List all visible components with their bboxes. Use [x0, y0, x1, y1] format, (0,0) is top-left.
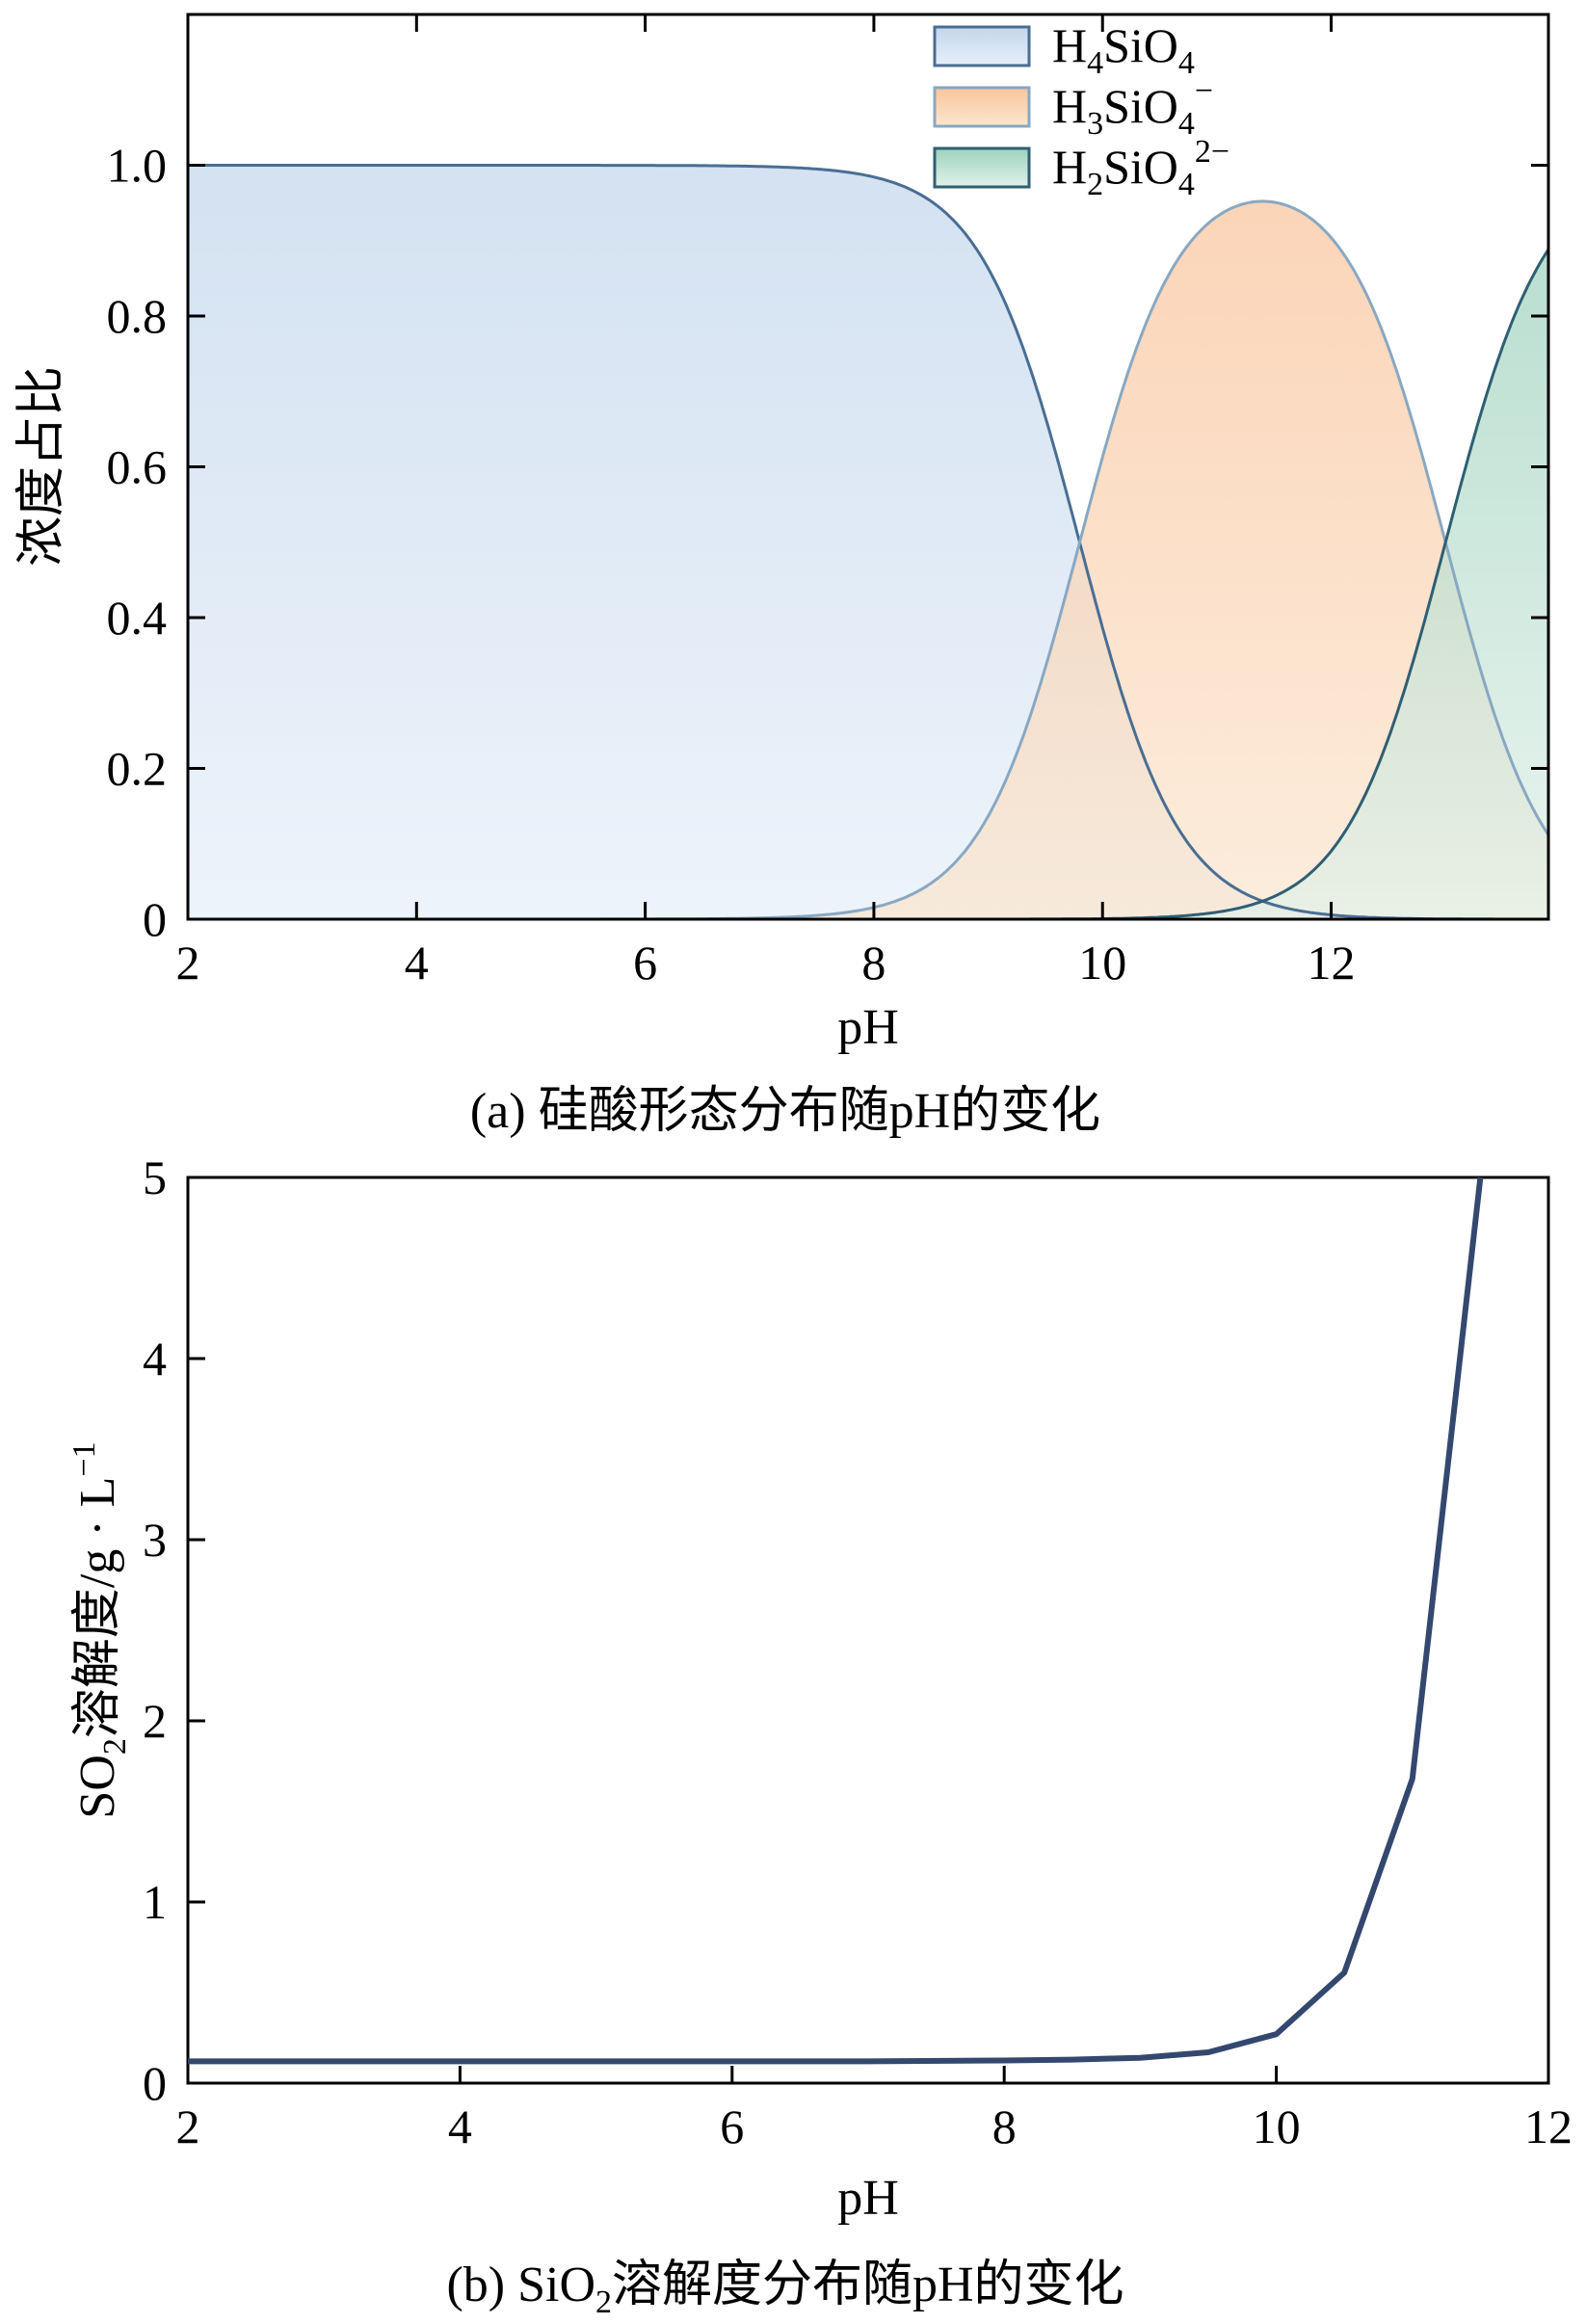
y-tick-label: 0.4: [107, 591, 168, 645]
y-tick-label: 2: [143, 1694, 167, 1748]
panel-a-x-axis-title: pH: [837, 1000, 899, 1055]
legend-label-h2sio4: H2SiO42−: [1052, 134, 1229, 202]
area-h2sio4: [188, 250, 1548, 919]
panel-b-plot-frame: [186, 1175, 1550, 2085]
legend-swatch-h2sio4: [933, 146, 1031, 189]
panel-b-y-axis-title-part-a: SO: [70, 1755, 125, 1818]
x-tick-label: 4: [448, 2100, 472, 2153]
panel-b-lines: [188, 1176, 1484, 2065]
x-tick-label: 10: [1078, 936, 1126, 990]
x-tick-label: 6: [633, 936, 657, 990]
panel-b-x-axis-title: pH: [837, 2171, 899, 2226]
solubility-line: [188, 1176, 1484, 2065]
panel-b-y-axis-title: SO2溶解度/g · L−1: [66, 1441, 133, 1818]
x-tick-label: 4: [405, 936, 429, 990]
y-tick-label: 0.8: [107, 289, 168, 343]
legend-swatch-h4sio4: [933, 25, 1031, 67]
panel-a-ticks: 2 4 6 8 10 12 0 0.2 0.4 0.6 0.8 1.0: [107, 14, 1548, 990]
panel-b-y-axis-title-sup: −1: [66, 1441, 102, 1476]
x-tick-label: 12: [1524, 2100, 1573, 2153]
panel-b-y-axis-title-part-b: 溶解度/g · L: [70, 1477, 125, 1739]
legend-label-h4sio4: H4SiO4: [1052, 18, 1195, 81]
legend-label-h3sio4: H3SiO4−: [1052, 73, 1213, 142]
panel-a-caption: (a) 硅酸形态分布随pH的变化: [470, 1084, 1100, 1139]
line-h4sio4: [188, 164, 1548, 921]
panel-a-areas: [188, 165, 1548, 919]
panel-b-y-axis-title-sub: 2: [97, 1738, 133, 1755]
x-tick-label: 6: [720, 2100, 744, 2153]
x-tick-label: 8: [992, 2100, 1017, 2153]
y-tick-label: 3: [143, 1513, 167, 1567]
y-tick-label: 0.6: [107, 440, 168, 494]
area-h3sio4: [188, 200, 1548, 919]
panel-b-caption-sub: 2: [595, 2284, 612, 2320]
y-tick-label: 1.0: [107, 139, 168, 193]
x-tick-label: 8: [861, 936, 886, 990]
area-h4sio4: [188, 165, 1548, 919]
x-tick-label: 2: [176, 2100, 200, 2153]
legend-swatch-h3sio4: [933, 86, 1031, 128]
panel-b-caption-suffix: 溶解度分布随pH的变化: [612, 2258, 1124, 2312]
y-tick-label: 1: [143, 1875, 167, 1929]
y-tick-label: 0.2: [107, 742, 168, 796]
panel-a-y-axis-title: 浓度占比: [14, 366, 69, 567]
y-tick-label: 0: [143, 892, 167, 946]
panel-b-caption: (b) SiO2溶解度分布随pH的变化: [446, 2258, 1123, 2320]
panel-a-species-distribution: 2 4 6 8 10 12 0 0.2 0.4 0.6 0.8 1.0 H4SiO4H3SiO4−H2…: [14, 13, 1550, 1139]
y-tick-label: 5: [143, 1150, 167, 1204]
x-tick-label: 10: [1253, 2100, 1301, 2153]
panel-b-caption-prefix: (b) SiO: [446, 2258, 595, 2312]
y-tick-label: 0: [143, 2056, 167, 2110]
x-tick-label: 12: [1308, 936, 1356, 990]
x-tick-label: 2: [176, 936, 200, 990]
y-tick-label: 4: [143, 1332, 167, 1386]
